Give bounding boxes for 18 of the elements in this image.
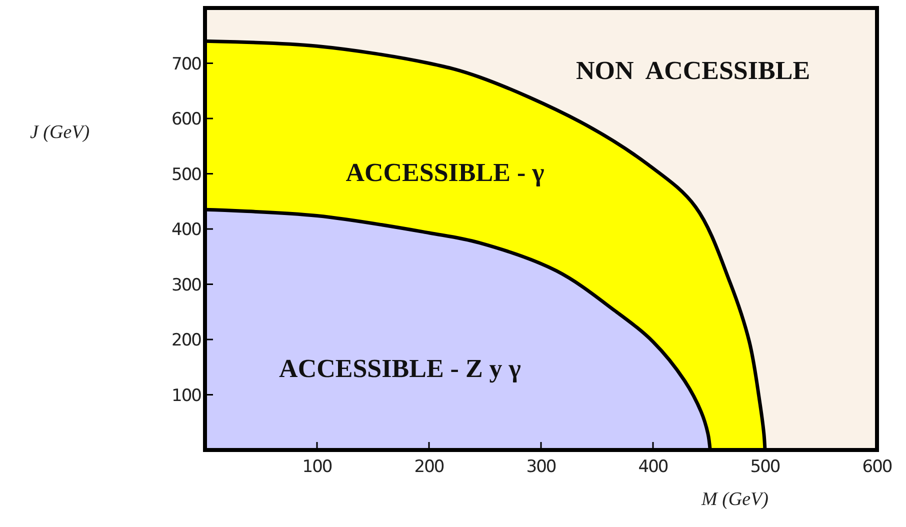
x-tick-label: 600 xyxy=(862,457,892,477)
y-tick-label: 200 xyxy=(172,330,202,350)
x-tick-label: 400 xyxy=(638,457,668,477)
y-tick-label: 700 xyxy=(172,54,202,74)
x-tick-label: 500 xyxy=(750,457,780,477)
x-tick-label: 200 xyxy=(414,457,444,477)
x-tick-label: 100 xyxy=(302,457,332,477)
annotation: ACCESSIBLE - γ xyxy=(346,158,544,187)
x-tick-label: 300 xyxy=(526,457,556,477)
y-tick-label: 100 xyxy=(172,386,202,406)
y-tick-label: 500 xyxy=(172,164,202,185)
x-axis-title: M (GeV) xyxy=(700,489,768,510)
y-axis-title: J (GeV) xyxy=(30,122,90,143)
y-tick-label: 400 xyxy=(172,220,202,240)
annotation: ACCESSIBLE - Z y γ xyxy=(279,354,521,383)
y-tick-label: 300 xyxy=(172,275,202,296)
y-tick-label: 600 xyxy=(172,110,202,130)
annotation: NON ACCESSIBLE xyxy=(576,56,810,85)
